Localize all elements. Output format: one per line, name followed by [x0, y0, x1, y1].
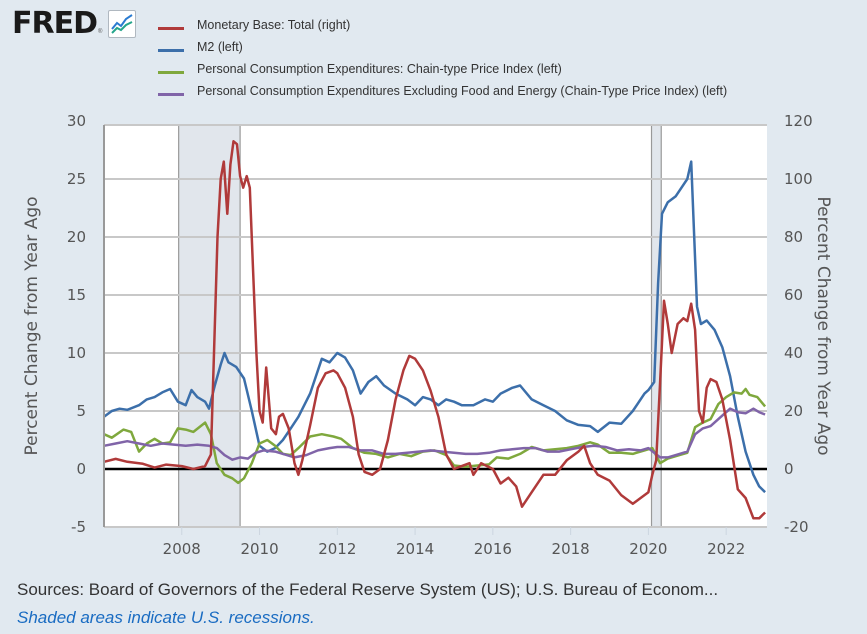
x-tick-label: 2008: [163, 540, 201, 558]
y-tick-label: 15: [67, 286, 86, 304]
y-tick-label: 10: [67, 344, 86, 362]
y-right-tick-label: 60: [784, 286, 803, 304]
x-axis-ticks: 2008 2010 2012 2014 2016 2018 2020 2022: [163, 527, 745, 558]
registered-mark: ®: [98, 29, 103, 35]
x-tick-label: 2012: [318, 540, 356, 558]
sources-text: Sources: Board of Governors of the Feder…: [17, 580, 719, 599]
series-line-1: [103, 160, 766, 494]
y-right-tick-label: 40: [784, 344, 803, 362]
x-tick-label: 2018: [552, 540, 590, 558]
x-tick-label: 2022: [707, 540, 745, 558]
y-right-tick-label: 0: [784, 460, 794, 478]
legend-swatch: [158, 48, 184, 52]
x-tick-label: 2020: [629, 540, 667, 558]
x-tick-label: 2014: [396, 540, 434, 558]
legend-swatch: [158, 70, 184, 74]
legend-swatch: [158, 26, 184, 30]
y-tick-label: 30: [67, 112, 86, 130]
legend-label: M2 (left): [197, 40, 243, 54]
legend-swatch: [158, 92, 184, 96]
y-tick-label: 25: [67, 170, 86, 188]
legend-item-core-pce[interactable]: Personal Consumption Expenditures Exclud…: [158, 80, 727, 102]
legend-item-m2[interactable]: M2 (left): [158, 36, 727, 58]
legend-label: Personal Consumption Expenditures: Chain…: [197, 62, 562, 76]
legend-label: Monetary Base: Total (right): [197, 18, 351, 32]
y-axis-left-label: Percent Change from Year Ago: [22, 196, 42, 455]
y-right-tick-label: 100: [784, 170, 813, 188]
y-tick-label: -5: [71, 518, 86, 536]
x-tick-label: 2010: [240, 540, 278, 558]
series-lines: [103, 140, 767, 520]
chart-line-icon: [108, 9, 137, 38]
y-right-tick-label: -20: [784, 518, 809, 536]
fred-logo[interactable]: FRED ®: [12, 6, 137, 41]
y-tick-label: 0: [76, 460, 86, 478]
y-right-tick-label: 120: [784, 112, 813, 130]
y-axis-left-ticks: -5 0 5 10 15 20 25 30: [67, 112, 86, 536]
legend-label: Personal Consumption Expenditures Exclud…: [197, 84, 728, 98]
recession-note: Shaded areas indicate U.S. recessions.: [17, 608, 315, 627]
logo-text: FRED: [12, 6, 98, 41]
x-tick-label: 2016: [474, 540, 512, 558]
chart-legend: Monetary Base: Total (right) M2 (left) P…: [158, 14, 727, 102]
y-right-tick-label: 20: [784, 402, 803, 420]
y-right-tick-label: 80: [784, 228, 803, 246]
y-axis-right-ticks: -20 0 20 40 60 80 100 120: [784, 112, 813, 536]
series-line-0: [103, 140, 766, 520]
series-line-3: [103, 407, 766, 461]
y-tick-label: 5: [76, 402, 86, 420]
legend-item-monetary-base[interactable]: Monetary Base: Total (right): [158, 14, 727, 36]
legend-item-pce[interactable]: Personal Consumption Expenditures: Chain…: [158, 58, 727, 80]
y-tick-label: 20: [67, 228, 86, 246]
y-axis-right-label: Percent Change from Year Ago: [813, 196, 833, 455]
